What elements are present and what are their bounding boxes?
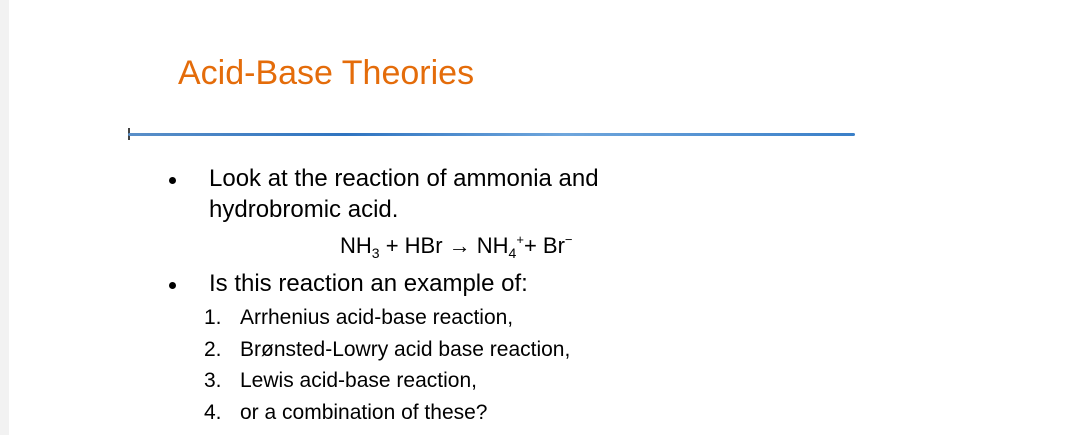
equation-part: 4 <box>508 245 517 261</box>
divider <box>128 133 855 136</box>
option-text: Arrhenius acid-base reaction, <box>240 306 514 329</box>
equation-part: + <box>516 232 524 247</box>
option: 3. Lewis acid-base reaction, <box>204 369 477 393</box>
option-text: or a combination of these? <box>240 400 488 424</box>
option-text: Lewis acid-base reaction, <box>240 369 477 392</box>
option-text: Brønsted-Lowry acid base reaction, <box>240 337 571 361</box>
option-number: 4. <box>204 400 222 424</box>
equation-part: + Br <box>523 233 565 258</box>
equation-part: NH <box>340 233 372 258</box>
bullet-dot <box>169 177 176 184</box>
option-number: 1. <box>204 306 222 329</box>
bullet-text: Look at the reaction of ammonia and <box>209 165 599 192</box>
equation-part: − <box>564 232 573 247</box>
equation: NH3 + HBr → NH4++ Br− <box>340 232 573 261</box>
equation-part: 3 <box>371 245 380 261</box>
equation-part: + HBr → NH <box>379 233 509 258</box>
option: 4. or a combination of these? <box>204 401 488 425</box>
left-edge <box>0 0 9 435</box>
option: 2. Brønsted-Lowry acid base reaction, <box>204 338 570 362</box>
option-number: 3. <box>204 369 222 392</box>
option-number: 2. <box>204 337 222 361</box>
bullet-text: hydrobromic acid. <box>209 196 399 223</box>
option: 1. Arrhenius acid-base reaction, <box>204 306 513 330</box>
bullet-dot <box>169 282 176 289</box>
slide-title: Acid-Base Theories <box>178 54 475 92</box>
bullet-text: Is this reaction an example of: <box>209 270 528 297</box>
